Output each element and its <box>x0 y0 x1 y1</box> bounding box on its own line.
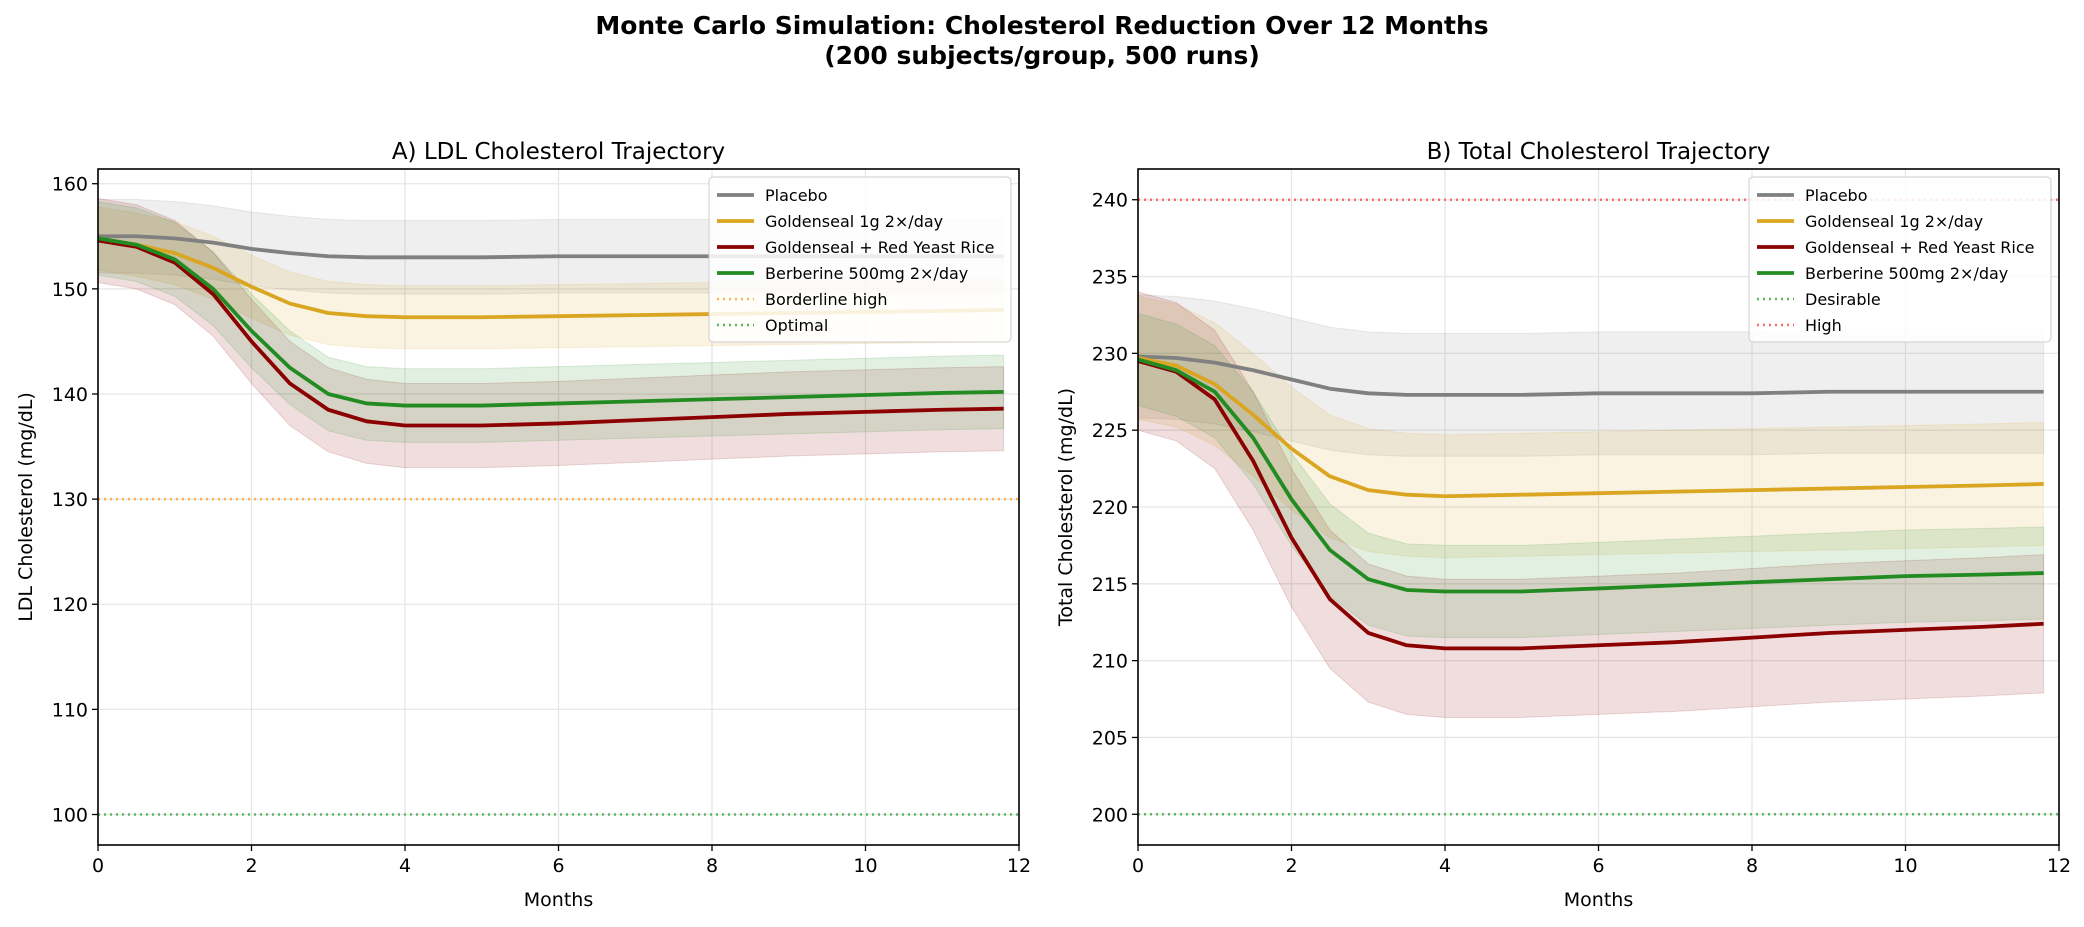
series-line-2 <box>97 238 1004 428</box>
x-tick-label: 8 <box>706 855 718 877</box>
legend-label-4: Desirable <box>1805 290 1881 309</box>
legend-label-3: Berberine 500mg 2×/day <box>765 264 968 283</box>
y-tick-label: 225 <box>1092 420 1128 442</box>
figure-title-line1: Monte Carlo Simulation: Cholesterol Redu… <box>595 11 1488 40</box>
legend-label-5: Optimal <box>765 316 828 335</box>
legend: Placebo Goldenseal 1g 2×/day Goldenseal + … <box>708 176 1012 343</box>
y-tick-label: 130 <box>52 489 88 511</box>
y-tick-label: 160 <box>52 174 88 196</box>
y-tick-label: 110 <box>52 699 88 721</box>
series-line-3 <box>1137 357 2044 594</box>
x-tick-label: 12 <box>1007 855 1031 877</box>
y-tick-label: 235 <box>1092 267 1128 289</box>
x-axis-label: Months <box>1564 889 1633 911</box>
confidence-band-2 <box>1137 291 2045 718</box>
legend-box <box>708 176 1012 343</box>
panel-total: 0 2 4 6 8 10 12 200 205 210 215 220 225 230 235 240 B) T… <box>1055 139 2071 911</box>
y-tick-label: 215 <box>1092 574 1128 596</box>
x-tick-label: 4 <box>399 855 411 877</box>
series-line-0 <box>1137 354 2044 397</box>
x-tick-label: 2 <box>245 855 257 877</box>
y-tick-label: 200 <box>1092 804 1128 826</box>
y-tick-label: 100 <box>52 805 88 827</box>
panel-title: B) Total Cholesterol Trajectory <box>1427 139 1771 165</box>
panel-title: A) LDL Cholesterol Trajectory <box>392 139 725 165</box>
series-line-2 <box>1137 359 2044 651</box>
series-line-1 <box>1137 356 2044 499</box>
legend-label-1: Goldenseal 1g 2×/day <box>1805 212 1983 231</box>
x-tick-label: 12 <box>2047 855 2071 877</box>
legend-label-2: Goldenseal + Red Yeast Rice <box>1805 238 2034 257</box>
y-axis-label: LDL Cholesterol (mg/dL) <box>15 392 37 622</box>
legend-box <box>1748 176 2052 343</box>
x-tick-label: 10 <box>1893 855 1917 877</box>
y-tick-label: 240 <box>1092 190 1128 212</box>
legend-label-1: Goldenseal 1g 2×/day <box>765 212 943 231</box>
x-tick-label: 2 <box>1285 855 1297 877</box>
y-tick-label: 230 <box>1092 343 1128 365</box>
legend-label-4: Borderline high <box>765 290 887 309</box>
legend-label-0: Placebo <box>1805 186 1867 205</box>
x-tick-label: 0 <box>1132 855 1144 877</box>
x-tick-label: 8 <box>1746 855 1758 877</box>
y-tick-label: 150 <box>52 279 88 301</box>
legend-label-0: Placebo <box>765 186 827 205</box>
y-tick-label: 220 <box>1092 497 1128 519</box>
legend-label-2: Goldenseal + Red Yeast Rice <box>765 238 994 257</box>
y-axis-label: Total Cholesterol (mg/dL) <box>1055 388 1077 627</box>
y-tick-label: 120 <box>52 594 88 616</box>
y-tick-label: 210 <box>1092 651 1128 673</box>
legend-label-3: Berberine 500mg 2×/day <box>1805 264 2008 283</box>
x-tick-label: 4 <box>1439 855 1451 877</box>
x-tick-label: 10 <box>853 855 877 877</box>
x-tick-label: 0 <box>92 855 104 877</box>
confidence-band-2 <box>97 197 1005 469</box>
x-tick-label: 6 <box>552 855 564 877</box>
confidence-band-1 <box>1137 295 2045 559</box>
confidence-band-3 <box>97 201 1005 443</box>
x-axis-label: Months <box>524 889 593 911</box>
legend-label-5: High <box>1805 316 1842 335</box>
y-tick-label: 140 <box>52 384 88 406</box>
series-line-3 <box>97 236 1004 408</box>
panel-ldl: 0 2 4 6 8 10 12 100 110 120 130 140 150 160 A) LDL Cho… <box>15 139 1031 911</box>
x-tick-label: 6 <box>1592 855 1604 877</box>
figure-title-line2: (200 subjects/group, 500 runs) <box>824 41 1260 70</box>
legend: Placebo Goldenseal 1g 2×/day Goldenseal + … <box>1748 176 2052 343</box>
y-tick-label: 205 <box>1092 727 1128 749</box>
